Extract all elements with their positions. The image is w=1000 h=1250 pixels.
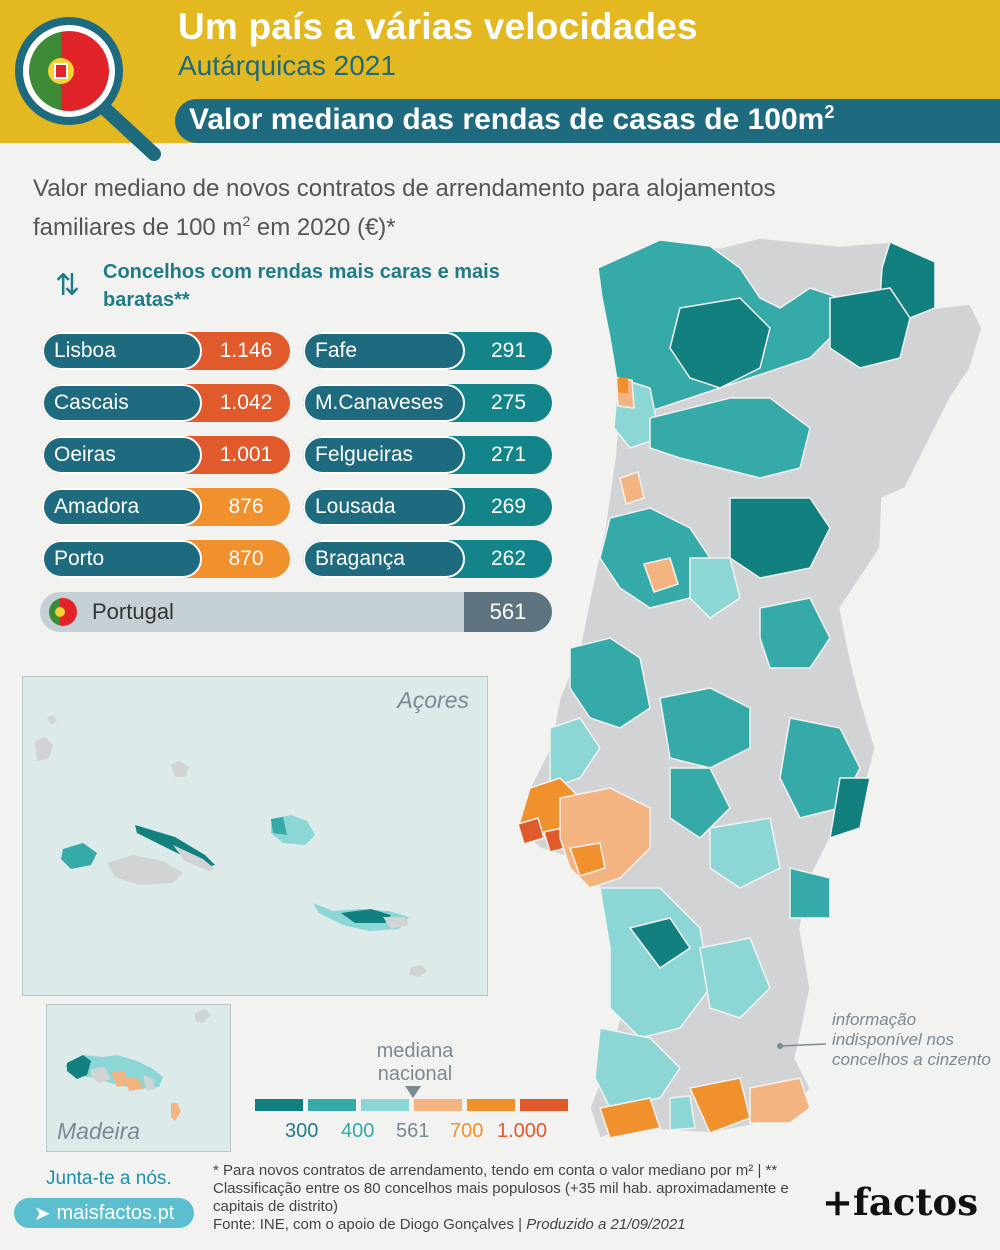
madeira-islands xyxy=(65,1009,211,1121)
lead-line-2b: em 2020 (€)* xyxy=(250,214,396,241)
rank-value: 262 xyxy=(490,547,527,570)
rank-name: Porto xyxy=(42,540,202,578)
magnifier-flag-logo xyxy=(15,17,161,161)
brand-logo: +factos xyxy=(822,1180,979,1224)
legend-swatch xyxy=(520,1099,568,1111)
rank-value: 1.001 xyxy=(219,443,273,466)
site-link[interactable]: ➤ maisfactos.pt xyxy=(14,1198,194,1228)
legend-swatch xyxy=(255,1099,303,1111)
send-icon: ➤ xyxy=(33,1202,51,1225)
national-median-pill: Portugal 561 xyxy=(40,592,552,632)
rank-name: Lousada xyxy=(303,488,465,526)
rank-value: 291 xyxy=(490,339,527,362)
rank-value: 269 xyxy=(490,495,527,518)
madeira-label: Madeira xyxy=(57,1118,141,1144)
acores-label: Açores xyxy=(397,687,469,713)
portugal-flag-icon xyxy=(49,598,77,626)
legend-tick-label: 400 xyxy=(341,1120,375,1142)
expensive-rank-pill: Lisboa 1.146 xyxy=(42,332,290,370)
cheap-rank-pill: Bragança 262 xyxy=(303,540,552,578)
cheap-rank-pill: Lousada 269 xyxy=(303,488,552,526)
rank-name: Oeiras xyxy=(42,436,202,474)
expensive-rank-pill: Oeiras 1.001 xyxy=(42,436,290,474)
rank-name: Lisboa xyxy=(42,332,202,370)
legend-swatch xyxy=(414,1099,462,1111)
lead-line-1: Valor mediano de novos contratos de arre… xyxy=(33,175,776,202)
rank-value: 1.042 xyxy=(219,391,273,414)
rank-name: Felgueiras xyxy=(303,436,465,474)
rank-value: 1.146 xyxy=(219,339,273,362)
legend-marker-icon xyxy=(405,1086,421,1098)
lead-text: Valor mediano de novos contratos de arre… xyxy=(33,175,776,241)
rank-name: Bragança xyxy=(303,540,465,578)
national-value: 561 xyxy=(464,592,552,632)
join-text: Junta-te a nós. xyxy=(46,1168,172,1189)
rank-value: 275 xyxy=(490,391,527,414)
legend-tick-label: 300 xyxy=(285,1120,319,1142)
legend-tick-label: 1.000 xyxy=(497,1120,548,1142)
page-title: Um país a várias velocidades xyxy=(178,6,698,47)
cheap-rank-pill: Fafe 291 xyxy=(303,332,552,370)
acores-islands xyxy=(35,715,427,977)
rank-name: M.Canaveses xyxy=(303,384,465,422)
up-down-arrows-icon: ⇅ xyxy=(55,269,81,302)
legend-swatch xyxy=(467,1099,515,1111)
legend-tick-label: 561 xyxy=(396,1120,430,1142)
national-name: Portugal xyxy=(92,599,174,624)
rank-value: 271 xyxy=(490,443,527,466)
legend-title: mediana nacional xyxy=(376,1040,454,1085)
gray-info-note: informação indisponível nos concelhos a … xyxy=(832,1010,991,1069)
legend-swatch xyxy=(361,1099,409,1111)
banner-text: Valor mediano das rendas de casas de 100… xyxy=(189,102,835,136)
legend-tick-label: 700 xyxy=(450,1120,484,1142)
lead-line-2a: familiares de 100 m xyxy=(33,214,243,241)
expensive-rank-pill: Amadora 876 xyxy=(42,488,290,526)
cheap-rank-pill: Felgueiras 271 xyxy=(303,436,552,474)
rank-name: Amadora xyxy=(42,488,202,526)
rank-value: 870 xyxy=(228,547,264,570)
ranking-heading: Concelhos com rendas mais caras e mais b… xyxy=(103,261,500,311)
topic-banner: Valor mediano das rendas de casas de 100… xyxy=(175,99,1000,143)
portugal-mainland-map xyxy=(517,237,983,1139)
legend-swatch xyxy=(308,1099,356,1111)
expensive-rank-pill: Cascais 1.042 xyxy=(42,384,290,422)
expensive-rank-pill: Porto 870 xyxy=(42,540,290,578)
madeira-inset-map: Madeira xyxy=(46,1004,231,1152)
acores-inset-map: Açores xyxy=(22,676,488,996)
rank-name: Cascais xyxy=(42,384,202,422)
cheap-rank-pill: M.Canaveses 275 xyxy=(303,384,552,422)
footnote: * Para novos contratos de arrendamento, … xyxy=(213,1162,789,1233)
page-subtitle: Autárquicas 2021 xyxy=(178,50,396,81)
rank-value: 876 xyxy=(228,495,264,518)
rank-name: Fafe xyxy=(303,332,465,370)
